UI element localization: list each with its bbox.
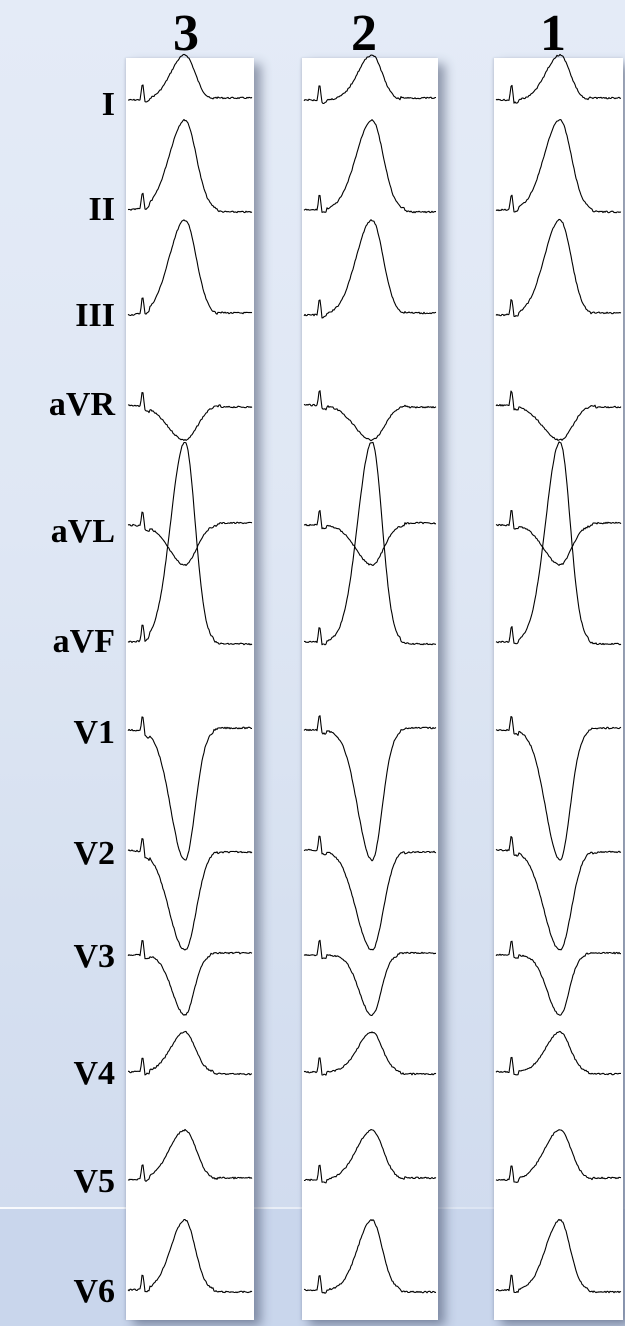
lead-label-V6: V6 [73,1273,115,1310]
ecg-trace-3-III [127,219,253,316]
ecg-trace-1-aVL [495,509,622,566]
column-header-2: 2 [351,5,377,62]
ecg-trace-1-V2 [495,835,622,951]
column-header-3: 3 [173,5,199,62]
lead-label-aVL: aVL [50,513,115,550]
ecg-trace-3-II [127,118,253,214]
lead-label-V3: V3 [73,938,115,975]
ecg-trace-1-III [495,218,622,317]
ecg-trace-2-I [303,54,437,105]
ecg-trace-1-V5 [495,1129,622,1183]
lead-label-V5: V5 [73,1163,115,1200]
ecg-trace-2-V2 [303,835,437,951]
ecg-trace-1-V6 [495,1218,622,1294]
ecg-trace-1-aVF [495,441,622,646]
lead-label-I: I [101,86,115,123]
ecg-trace-2-aVL [303,509,437,567]
ecg-trace-3-I [127,53,253,103]
lead-label-V2: V2 [73,835,115,872]
ecg-trace-3-V2 [127,838,253,951]
ecg-trace-3-V6 [127,1218,253,1294]
lead-label-aVF: aVF [52,623,115,660]
lead-label-V1: V1 [73,714,115,751]
ecg-trace-3-V3 [127,940,253,1016]
ecg-trace-1-aVR [495,390,622,441]
ecg-trace-2-V3 [303,939,437,1016]
ecg-trace-3-aVF [127,441,253,646]
column-header-1: 1 [540,5,566,62]
lead-label-V4: V4 [73,1055,115,1092]
ecg-trace-3-V1 [127,716,252,861]
lead-label-II: II [88,191,115,228]
ecg-trace-2-V5 [303,1128,437,1184]
ecg-trace-1-I [495,53,622,104]
ecg-trace-3-aVL [127,511,253,567]
ecg-trace-2-III [303,219,437,319]
ecg-trace-1-V3 [495,940,622,1016]
ecg-strip-2 [302,58,438,1320]
ecg-trace-2-aVR [303,390,437,442]
ecg-trace-2-V4 [303,1031,437,1076]
ecg-trace-2-aVF [304,441,437,646]
ecg-trace-1-V1 [495,715,622,861]
lead-label-III: III [75,297,115,334]
ecg-trace-2-V1 [303,715,437,862]
ecg-trace-1-II [495,119,622,214]
lead-label-aVR: aVR [48,386,115,423]
ecg-trace-1-V4 [495,1030,621,1076]
ecg-trace-2-V6 [303,1219,437,1294]
ecg-trace-2-II [303,119,436,214]
ecg-trace-3-aVR [127,391,253,441]
ecg-strip-1 [494,58,623,1320]
ecg-trace-3-V5 [127,1128,253,1182]
ecg-strip-3 [126,58,254,1320]
ecg-trace-3-V4 [128,1030,253,1076]
